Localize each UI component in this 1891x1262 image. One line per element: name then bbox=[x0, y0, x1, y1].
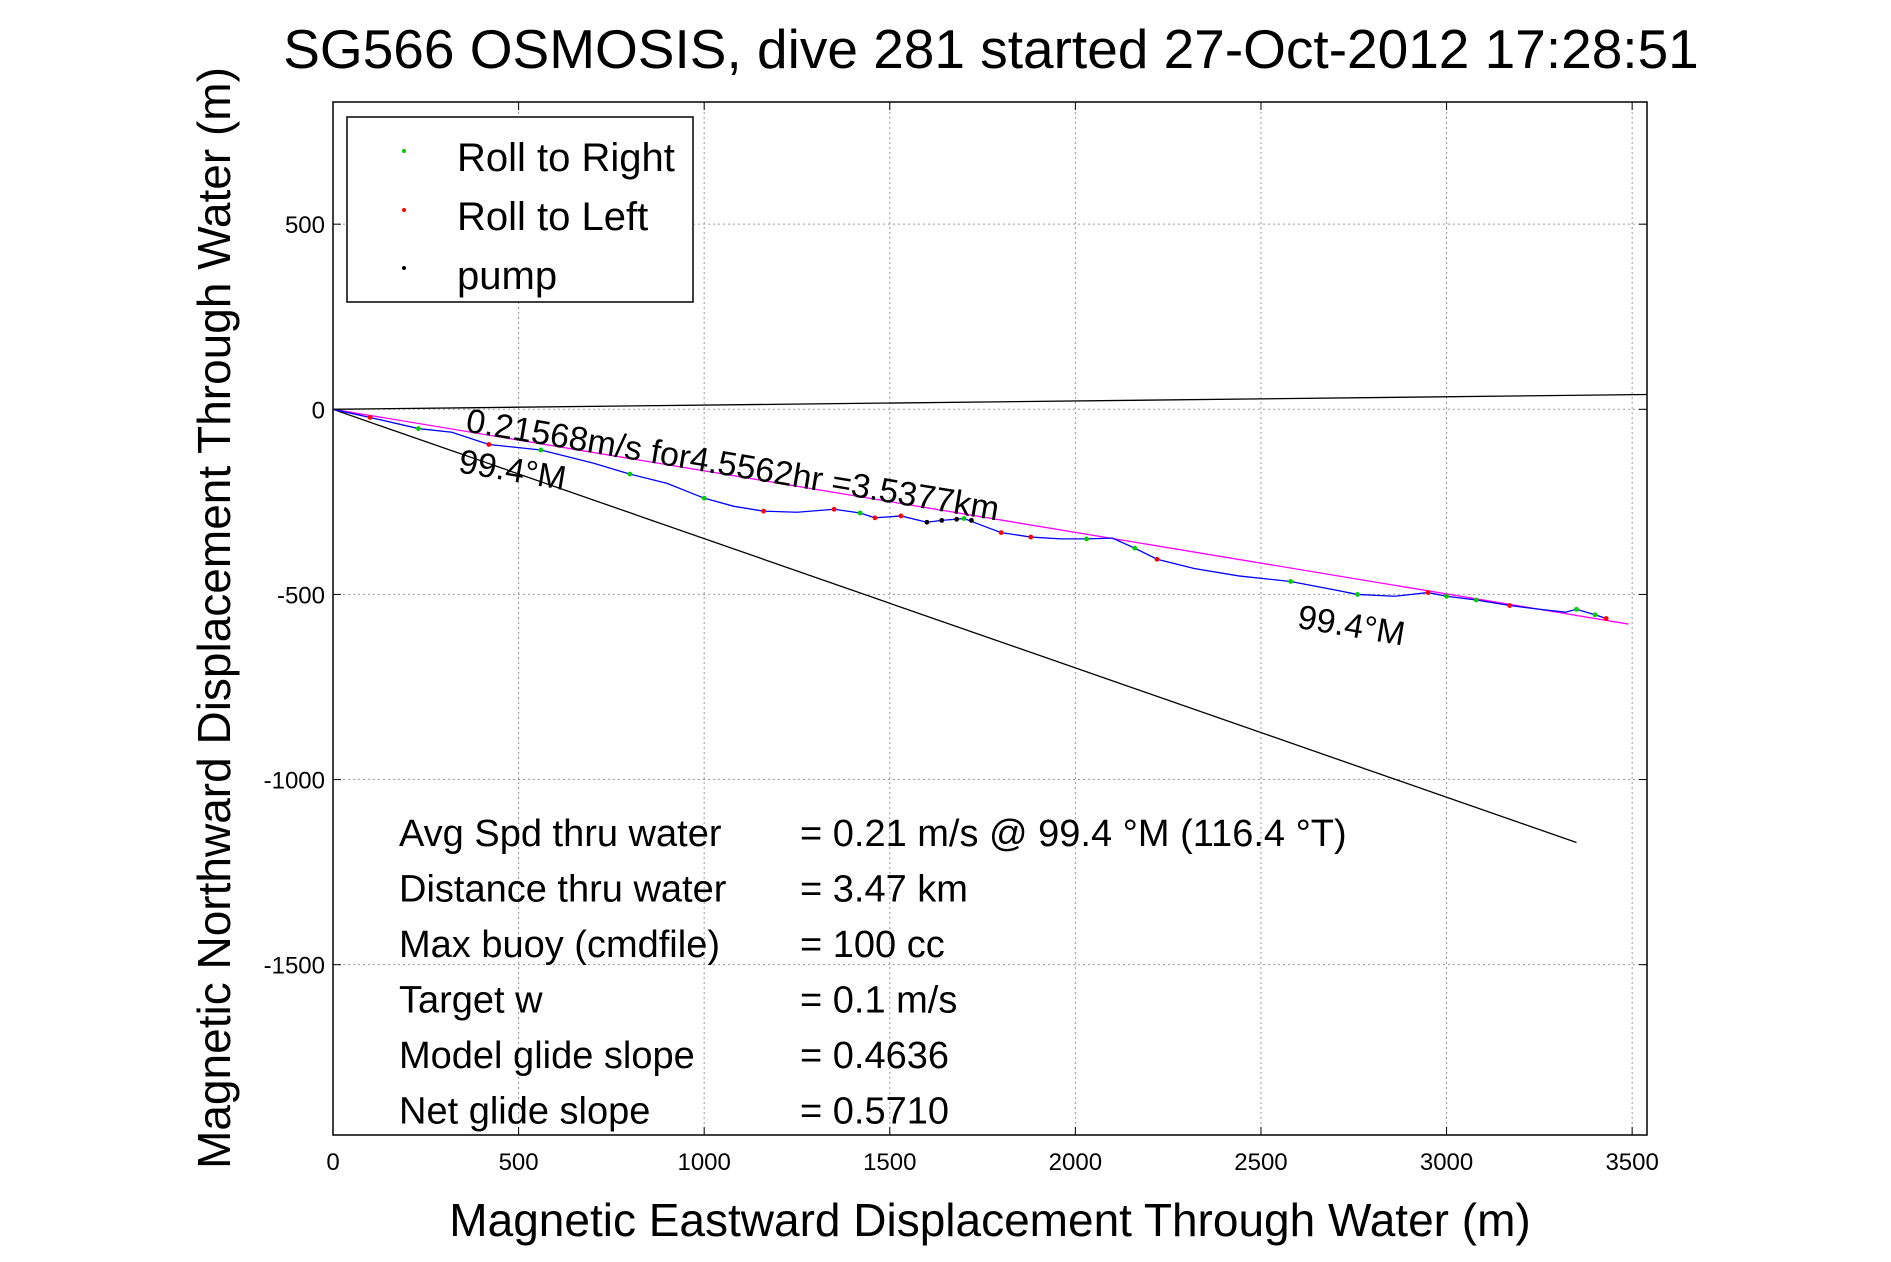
chart-title: SG566 OSMOSIS, dive 281 started 27-Oct-2… bbox=[283, 18, 1699, 80]
roll-left-point bbox=[761, 508, 766, 514]
tick-marks bbox=[332, 102, 1647, 1135]
roll-left-point bbox=[1154, 556, 1160, 562]
stats-label: Avg Spd thru water bbox=[399, 813, 722, 855]
legend-label-roll-right: Roll to Right bbox=[457, 136, 675, 180]
roll-right-point bbox=[1574, 606, 1579, 612]
roll-right-point bbox=[538, 447, 544, 453]
legend-marker-roll-left bbox=[402, 208, 406, 212]
roll-left-point bbox=[1507, 603, 1513, 608]
y-axis-title: Magnetic Northward Displacement Through … bbox=[188, 67, 240, 1169]
x-tick-label: 3500 bbox=[1605, 1149, 1658, 1176]
roll-right-point bbox=[415, 426, 421, 431]
roll-right-point bbox=[701, 495, 707, 501]
roll-left-point bbox=[831, 506, 837, 512]
legend-marker-roll-right bbox=[402, 149, 406, 153]
roll-left-point bbox=[367, 415, 373, 420]
dive-statistics: Avg Spd thru water = 0.21 m/s @ 99.4 °M (… bbox=[399, 813, 1347, 1133]
roll-left-point bbox=[872, 515, 878, 521]
roll-right-point bbox=[857, 510, 863, 516]
y-tick-label: -1000 bbox=[264, 768, 325, 795]
x-tick-label: 2500 bbox=[1234, 1149, 1287, 1176]
plot-frame bbox=[332, 101, 1648, 1136]
stats-label: Max buoy (cmdfile) bbox=[399, 924, 720, 966]
roll-right-point bbox=[961, 516, 967, 521]
x-tick-label: 500 bbox=[499, 1149, 539, 1176]
roll-right-point bbox=[1473, 597, 1479, 603]
legend-marker-pump bbox=[402, 266, 406, 270]
reference-lines bbox=[332, 393, 1648, 844]
roll-right-point bbox=[1592, 612, 1598, 618]
pump-point bbox=[969, 517, 974, 523]
stats-value: = 0.21 m/s @ 99.4 °M (116.4 °T) bbox=[800, 813, 1347, 855]
legend-label-pump: pump bbox=[457, 254, 557, 298]
roll-left-point bbox=[1028, 534, 1034, 540]
x-axis-tick-labels: 0 500 1000 1500 2000 2500 3000 3500 bbox=[326, 1149, 1659, 1176]
stats-value: = 0.4636 bbox=[800, 1035, 949, 1077]
roll-right-point bbox=[627, 471, 633, 477]
current-line bbox=[332, 393, 1648, 410]
y-tick-label: 0 bbox=[312, 397, 325, 424]
stats-value: = 100 cc bbox=[800, 924, 945, 966]
y-tick-label: 500 bbox=[285, 212, 325, 239]
x-tick-label: 1500 bbox=[863, 1149, 916, 1176]
y-axis-tick-labels: -1500 -1000 -500 0 500 bbox=[264, 212, 325, 980]
stats-label: Net glide slope bbox=[399, 1091, 650, 1133]
stats-label: Target w bbox=[399, 980, 543, 1022]
roll-right-point bbox=[1444, 593, 1449, 599]
y-tick-label: -1500 bbox=[264, 953, 325, 980]
y-tick-label: -500 bbox=[277, 582, 325, 609]
roll-right-point bbox=[1288, 579, 1294, 584]
roll-right-point bbox=[1132, 545, 1138, 551]
stats-label: Distance thru water bbox=[399, 869, 727, 911]
roll-left-point bbox=[486, 442, 492, 447]
x-tick-label: 3000 bbox=[1420, 1149, 1473, 1176]
stats-value: = 3.47 km bbox=[800, 869, 968, 911]
roll-right-point bbox=[1355, 592, 1360, 597]
track-markers bbox=[367, 415, 1609, 621]
x-tick-label: 0 bbox=[326, 1149, 339, 1176]
roll-right-point bbox=[1084, 536, 1089, 542]
heading-line bbox=[332, 408, 1577, 844]
legend-label-roll-left: Roll to Left bbox=[457, 195, 648, 239]
x-tick-label: 1000 bbox=[677, 1149, 730, 1176]
pump-point bbox=[924, 519, 930, 525]
x-tick-label: 2000 bbox=[1049, 1149, 1102, 1176]
stats-value: = 0.1 m/s bbox=[800, 980, 957, 1022]
roll-left-point bbox=[1603, 616, 1609, 621]
legend: Roll to Right Roll to Left pump bbox=[346, 116, 694, 303]
stats-label: Model glide slope bbox=[399, 1035, 695, 1077]
pump-point bbox=[939, 517, 945, 523]
pump-point bbox=[954, 516, 959, 522]
x-axis-title: Magnetic Eastward Displacement Through W… bbox=[449, 1194, 1530, 1246]
straight-course-line bbox=[332, 408, 1629, 625]
roll-left-point bbox=[998, 530, 1004, 536]
roll-left-point bbox=[1425, 590, 1431, 595]
roll-left-point bbox=[898, 513, 904, 519]
stats-value: = 0.5710 bbox=[800, 1091, 949, 1133]
